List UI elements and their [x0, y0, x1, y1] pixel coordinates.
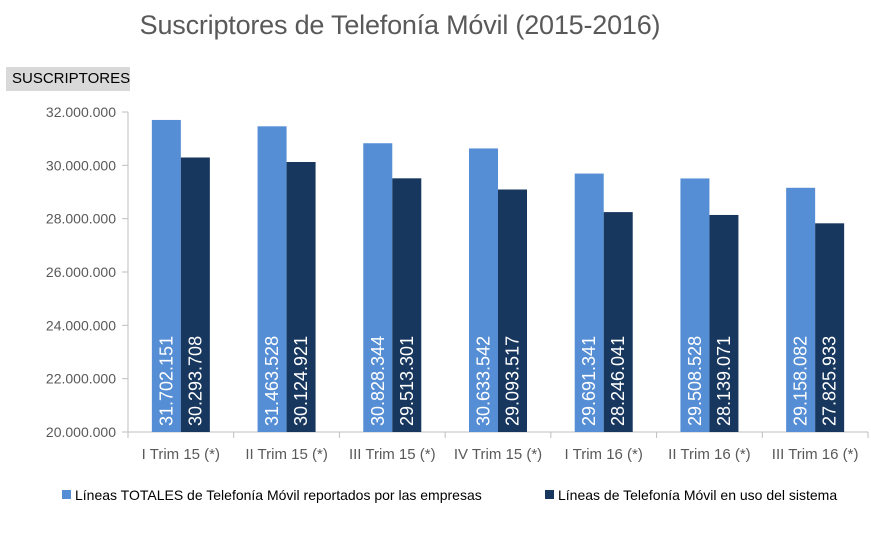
data-label: 31.463.528 — [262, 336, 282, 426]
x-axis: I Trim 15 (*) II Trim 15 (*) III Trim 15 (… — [127, 431, 869, 463]
bar-total-lines — [257, 126, 287, 433]
data-label: 30.124.921 — [291, 336, 311, 426]
data-label: 30.293.708 — [185, 336, 205, 426]
bars: 31.702.151 31.463.528 30.828.344 30.633.542… — [151, 119, 845, 433]
bar-total-lines — [469, 148, 498, 432]
legend-label: Líneas TOTALES de Telefonía Móvil report… — [75, 487, 482, 503]
legend-swatch — [545, 490, 554, 499]
bar-lines-in-use — [815, 223, 845, 432]
data-label: 31.702.151 — [156, 336, 176, 426]
bar-lines-in-use — [180, 157, 210, 433]
y-tick-label: 22.000.000 — [46, 371, 116, 387]
x-tick-label: I Trim 16 (*) — [565, 446, 643, 463]
data-label: 30.633.542 — [474, 336, 494, 426]
y-tick-label: 26.000.000 — [46, 264, 116, 280]
data-label: 29.513.301 — [397, 336, 417, 426]
data-label: 29.158.082 — [791, 336, 811, 426]
y-tick-label: 28.000.000 — [46, 211, 116, 227]
data-label: 29.691.341 — [579, 336, 599, 426]
legend-swatch — [62, 490, 71, 499]
data-label: 27.825.933 — [820, 336, 840, 426]
bar-lines-in-use — [603, 212, 633, 432]
data-label: 28.139.071 — [714, 336, 734, 426]
legend: Líneas TOTALES de Telefonía Móvil report… — [62, 487, 837, 503]
bar-lines-in-use — [709, 214, 739, 432]
data-label: 30.828.344 — [368, 336, 388, 426]
bar-lines-in-use — [392, 178, 422, 432]
legend-label: Líneas de Telefonía Móvil en uso del sis… — [558, 487, 837, 503]
bar-total-lines — [786, 187, 816, 432]
x-tick-label: I Trim 15 (*) — [142, 446, 220, 463]
data-label: 29.508.528 — [685, 336, 705, 426]
x-tick-label: III Trim 16 (*) — [772, 446, 859, 463]
y-tick-label: 30.000.000 — [46, 157, 116, 173]
x-tick-label: III Trim 15 (*) — [349, 446, 436, 463]
y-axis-label-background — [6, 67, 130, 91]
data-label: 28.246.041 — [608, 336, 628, 426]
bar-total-lines — [680, 178, 710, 432]
data-label: 29.093.517 — [503, 336, 523, 426]
y-tick-label: 24.000.000 — [46, 317, 116, 333]
chart-title: Suscriptores de Telefonía Móvil (2015-20… — [139, 10, 661, 40]
y-axis-label: SUSCRIPTORES — [12, 70, 131, 87]
x-tick-label: IV Trim 15 (*) — [454, 446, 542, 463]
bar-total-lines — [363, 143, 393, 433]
y-tick-label: 20.000.000 — [46, 424, 116, 440]
y-axis: 20.000.000 22.000.000 24.000.000 26.000.000… — [46, 104, 129, 440]
bar-lines-in-use — [498, 189, 527, 432]
y-tick-label: 32.000.000 — [46, 104, 116, 120]
bar-total-lines — [151, 119, 181, 433]
bar-total-lines — [574, 173, 604, 432]
x-tick-label: II Trim 15 (*) — [245, 446, 328, 463]
bar-lines-in-use — [286, 162, 316, 432]
x-tick-label: II Trim 16 (*) — [668, 446, 751, 463]
